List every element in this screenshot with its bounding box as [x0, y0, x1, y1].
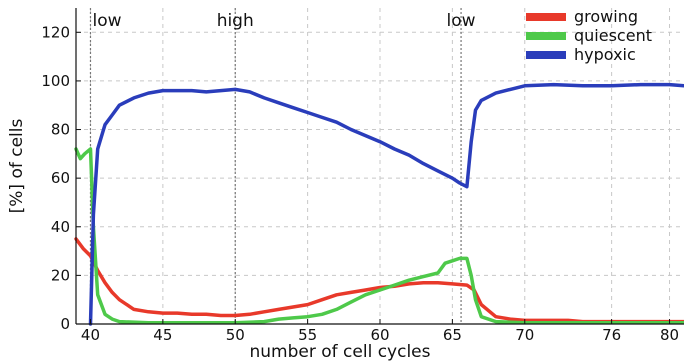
phase-marker-label: low	[92, 11, 121, 31]
x-axis-label: number of cell cycles	[250, 342, 431, 361]
y-tick-label: 60	[51, 169, 70, 187]
series-lines	[74, 82, 684, 326]
x-tick-label: 70	[515, 326, 534, 344]
y-tick-label: 20	[51, 266, 70, 284]
grid	[76, 8, 684, 325]
series-line-growing	[74, 237, 684, 324]
x-tick-label: 50	[226, 326, 245, 344]
y-tick-label: 120	[41, 23, 70, 41]
x-tick-label: 65	[443, 326, 462, 344]
y-axis-label: [%] of cells	[7, 119, 27, 214]
y-tick-label: 80	[51, 121, 70, 139]
phase-marker-label: high	[217, 11, 254, 31]
phase-marker-label: low	[447, 11, 476, 31]
y-tick-label: 0	[60, 315, 70, 333]
legend-label-quiescent: quiescent	[574, 26, 652, 45]
y-tick-label: 100	[41, 72, 70, 90]
x-tick-label: 76	[602, 326, 621, 344]
series-line-quiescent	[74, 147, 684, 325]
legend-label-hypoxic: hypoxic	[574, 45, 636, 64]
x-tick-label: 60	[370, 326, 389, 344]
x-tick-label: 40	[81, 326, 100, 344]
x-tick-label: 55	[298, 326, 317, 344]
legend-label-growing: growing	[574, 7, 638, 26]
series-line-hypoxic	[88, 82, 684, 326]
x-tick-label: 45	[153, 326, 172, 344]
x-tick-label: 80	[660, 326, 679, 344]
axes: 0 20 40 60 80 100 120 40 45 50 55 60 65 70 76 80 number …	[7, 8, 684, 361]
y-tick-label: 40	[51, 218, 70, 236]
